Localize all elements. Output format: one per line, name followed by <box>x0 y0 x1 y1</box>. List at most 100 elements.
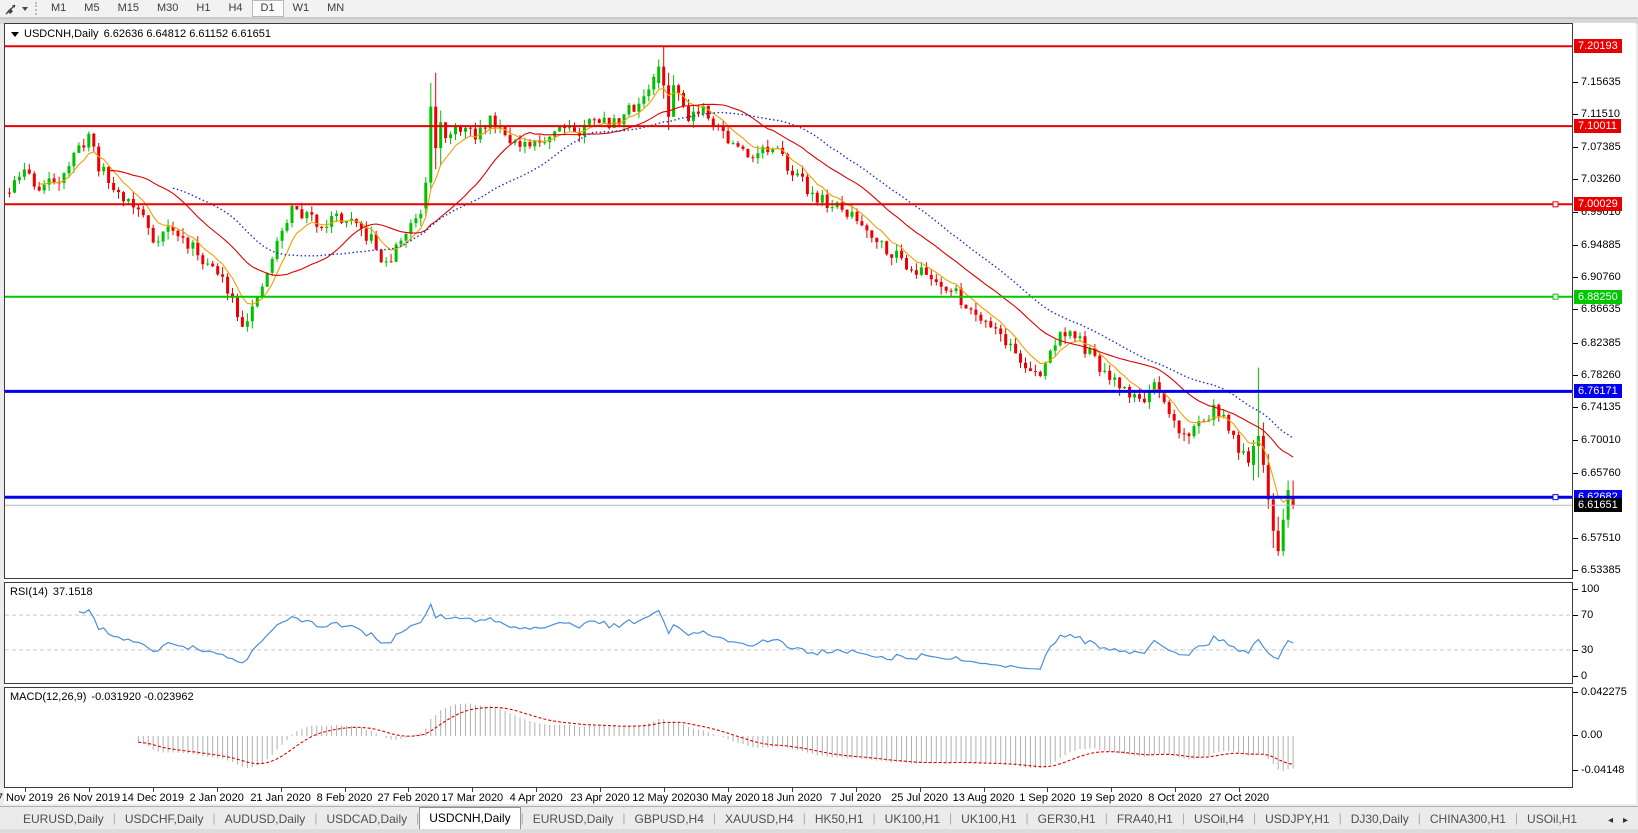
tab-eurusd-daily[interactable]: EURUSD,Daily <box>532 812 614 826</box>
tab-separator: | <box>1025 811 1029 825</box>
tab-separator: | <box>314 811 318 825</box>
date-tick <box>1239 787 1241 792</box>
date-axis[interactable]: 7 Nov 2019 26 Nov 2019 14 Dec 2019 2 Jan 20… <box>0 787 1573 804</box>
date-label: 14 Dec 2019 <box>121 792 184 804</box>
tab-hk50-h1[interactable]: HK50,H1 <box>814 812 864 826</box>
date-tick <box>1111 787 1113 792</box>
date-tick <box>536 787 538 792</box>
tab-uk100-h1[interactable]: UK100,H1 <box>961 812 1017 826</box>
price-tick: 6.53385 <box>1573 564 1621 576</box>
tab-scroll-right-icon[interactable]: ▸ <box>1622 815 1628 826</box>
tab-xauusd-h4[interactable]: XAUUSD,H4 <box>725 812 794 826</box>
tab-separator: | <box>1104 811 1108 825</box>
price-pane[interactable]: USDCNH,Daily 6.62636 6.64812 6.61152 6.6… <box>4 23 1573 579</box>
timeframe-button-m15[interactable]: M15 <box>117 2 139 14</box>
tab-separator: | <box>712 811 717 825</box>
rsi-tick: 30 <box>1573 644 1593 656</box>
timeframe-button-m1[interactable]: M1 <box>51 2 67 14</box>
tab-usdcad-daily[interactable]: USDCAD,Daily <box>326 812 408 826</box>
price-tick: 7.03260 <box>1573 173 1621 185</box>
chart-window: USDCNH,Daily 6.62636 6.64812 6.61152 6.6… <box>0 23 1636 804</box>
tab-separator: | <box>520 811 524 825</box>
date-tick <box>919 787 921 792</box>
tab-gbpusd-h4[interactable]: GBPUSD,H4 <box>634 812 704 826</box>
line-studies-tool-button[interactable] <box>0 1 32 16</box>
date-tick <box>152 787 154 792</box>
chevron-down-icon <box>22 6 28 11</box>
macd-signal-line <box>138 706 1294 768</box>
price-tick: 6.74135 <box>1573 401 1621 413</box>
date-label: 30 May 2020 <box>696 792 760 804</box>
tab-usoil-h4[interactable]: USOil,H4 <box>1193 812 1244 826</box>
tab-separator: | <box>1252 811 1257 825</box>
tab-separator: | <box>1417 811 1421 825</box>
tab-fra40-h1[interactable]: FRA40,H1 <box>1116 812 1173 826</box>
tab-scroll-buttons: ◂ ▸ <box>1602 815 1638 829</box>
tab-audusd-daily[interactable]: AUDUSD,Daily <box>224 812 306 826</box>
timeframe-button-w1[interactable]: W1 <box>292 2 310 14</box>
date-tick <box>472 787 474 792</box>
date-label: 19 Sep 2020 <box>1080 792 1143 804</box>
date-tick <box>280 787 282 792</box>
ma-slow-line <box>172 111 1294 439</box>
date-label: 12 May 2020 <box>632 792 696 804</box>
tab-separator: | <box>1181 811 1185 825</box>
tab-uk100-h1[interactable]: UK100,H1 <box>884 812 941 826</box>
tab-eurusd-daily[interactable]: EURUSD,Daily <box>23 812 104 826</box>
tab-separator: | <box>949 811 953 825</box>
price-tick: 7.11510 <box>1573 108 1620 120</box>
date-label: 1 Sep 2020 <box>1019 792 1076 804</box>
chart-horizontal-scrollbar[interactable] <box>0 18 1638 24</box>
symbol-dropdown-icon[interactable] <box>11 31 19 37</box>
timeframe-button-m5[interactable]: M5 <box>84 2 100 14</box>
price-tick: 6.65760 <box>1573 467 1621 479</box>
tab-usoil-h1[interactable]: USOil,H1 <box>1527 812 1578 826</box>
rsi-label: RSI(14) 37.1518 <box>10 586 93 598</box>
tab-scroll-left-icon[interactable]: ◂ <box>1607 815 1613 826</box>
macd-tick: 0.00 <box>1573 729 1602 741</box>
price-tick: 7.15635 <box>1573 76 1621 88</box>
tab-usdjpy-h1[interactable]: USDJPY,H1 <box>1265 812 1330 826</box>
date-tick <box>25 787 26 792</box>
candlestick-chart[interactable] <box>5 24 1572 578</box>
date-label: 18 Jun 2020 <box>761 792 823 804</box>
timeframe-button-mn[interactable]: MN <box>327 2 345 14</box>
date-label: 25 Jul 2020 <box>891 792 949 804</box>
date-tick <box>727 787 729 792</box>
tab-china300-h1[interactable]: CHINA300,H1 <box>1429 812 1506 826</box>
macd-chart[interactable] <box>5 688 1572 787</box>
rsi-tick: 0 <box>1573 670 1587 682</box>
level-price-badge: 7.20193 <box>1574 39 1622 54</box>
level-handle <box>1552 201 1559 208</box>
timeframe-button-h4[interactable]: H4 <box>228 2 243 14</box>
rsi-pane[interactable]: RSI(14) 37.1518 <box>4 582 1573 684</box>
timeframe-button-h1[interactable]: H1 <box>196 2 211 14</box>
date-label: 27 Feb 2020 <box>377 792 440 804</box>
rsi-chart[interactable] <box>5 583 1572 683</box>
price-axis[interactable]: 7.15635 7.11510 7.07385 7.03260 6.99010 6.948… <box>1573 23 1636 789</box>
timeframe-button-m30[interactable]: M30 <box>156 2 179 14</box>
date-tick <box>983 787 985 792</box>
top-toolbar: M1 M5 M15 M30 H1 H4 D1 W1 MN <box>0 0 1638 18</box>
macd-pane[interactable]: MACD(12,26,9) -0.031920 -0.023962 <box>4 687 1573 788</box>
macd-histogram <box>137 703 1294 771</box>
chart-title: USDCNH,Daily 6.62636 6.64812 6.61152 6.6… <box>11 28 271 40</box>
rsi-tick: 100 <box>1573 583 1599 595</box>
tab-separator: | <box>416 811 420 825</box>
tab-usdcnh-daily[interactable]: USDCNH,Daily <box>419 807 521 829</box>
tab-separator: | <box>212 811 216 825</box>
ma-fast-line <box>39 87 1294 503</box>
date-tick <box>791 787 793 792</box>
rsi-name: RSI(14) <box>10 586 48 598</box>
date-label: 17 Mar 2020 <box>441 792 504 804</box>
horizontal-levels[interactable] <box>5 45 1572 501</box>
timeframe-button-d1[interactable]: D1 <box>251 0 284 17</box>
tab-usdchf-daily[interactable]: USDCHF,Daily <box>124 812 204 826</box>
tab-ger30-h1[interactable]: GER30,H1 <box>1037 812 1096 826</box>
tab-separator: | <box>622 811 626 825</box>
status-strip <box>0 829 1638 833</box>
macd-tick: 0.042275 <box>1573 686 1627 698</box>
rsi-tick: 70 <box>1573 609 1593 621</box>
date-label: 8 Feb 2020 <box>316 792 373 804</box>
tab-dj30-daily[interactable]: DJ30,Daily <box>1350 812 1409 826</box>
